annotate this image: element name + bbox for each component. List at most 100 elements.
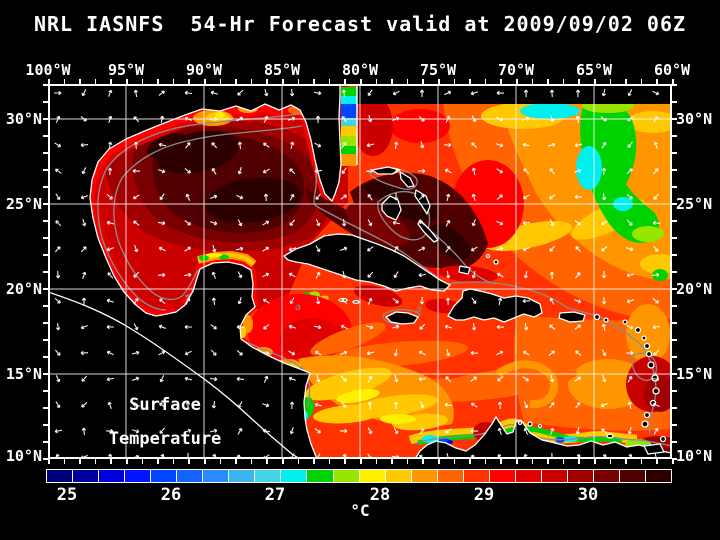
- vector-arrow-icon: [314, 428, 321, 434]
- axis-minor-tick: [344, 459, 346, 464]
- vector-arrow-icon: [236, 194, 244, 200]
- vector-arrow-icon: [54, 90, 62, 96]
- colorbar-segment: [359, 470, 385, 482]
- vector-arrow-icon: [81, 402, 88, 408]
- vector-arrow-icon: [289, 88, 295, 97]
- vector-arrow-icon: [262, 220, 270, 226]
- vector-arrow-icon: [108, 141, 113, 150]
- vector-arrow-icon: [574, 220, 581, 226]
- colorbar-tick-label: 30: [577, 485, 599, 505]
- lesser-antilles: [641, 420, 649, 428]
- axis-minor-tick: [43, 186, 48, 188]
- vector-arrow-icon: [211, 297, 217, 306]
- vector-arrow-icon: [601, 323, 606, 332]
- lesser-antilles: [643, 342, 651, 350]
- axis-minor-tick: [43, 288, 48, 290]
- lon-tick-label: 80°W: [341, 61, 379, 79]
- vector-arrow-icon: [445, 428, 452, 434]
- vector-arrow-icon: [236, 376, 245, 382]
- axis-minor-tick: [344, 79, 346, 84]
- vector-arrow-icon: [341, 401, 347, 408]
- axis-minor-tick: [313, 459, 315, 464]
- vector-arrow-icon: [212, 245, 217, 253]
- vector-arrow-icon: [341, 142, 347, 149]
- colorbar-segment: [333, 470, 359, 482]
- axis-minor-tick: [282, 459, 284, 464]
- vector-arrow-icon: [81, 297, 87, 306]
- vector-arrow-icon: [600, 116, 607, 122]
- vector-arrow-icon: [80, 195, 88, 200]
- vector-arrow-icon: [159, 402, 166, 408]
- vector-arrow-icon: [54, 297, 61, 304]
- vector-arrow-icon: [471, 271, 476, 279]
- colorbar-segment: [255, 470, 281, 482]
- axis-minor-tick: [656, 79, 658, 84]
- vector-arrow-icon: [133, 271, 140, 278]
- vector-arrow-icon: [316, 296, 321, 305]
- vector-arrow-icon: [627, 141, 633, 148]
- vector-arrow-icon: [158, 142, 167, 147]
- axis-minor-tick: [672, 373, 677, 375]
- vector-arrow-icon: [653, 116, 659, 123]
- lat-tick-label: 10°N: [676, 447, 713, 465]
- vector-arrow-icon: [574, 376, 582, 382]
- vector-arrow-icon: [341, 116, 347, 123]
- lon-tick-label: 90°W: [185, 61, 223, 79]
- overlay-label-line2: Temperature: [109, 429, 222, 449]
- axis-minor-tick: [188, 79, 190, 84]
- axis-minor-tick: [328, 459, 331, 464]
- vector-arrow-icon: [393, 141, 399, 150]
- cuba: [283, 233, 451, 292]
- vector-arrow-icon: [261, 350, 270, 356]
- vector-arrow-icon: [574, 143, 583, 148]
- axis-minor-tick: [79, 79, 81, 84]
- lesser-antilles: [645, 350, 653, 358]
- axis-minor-tick: [375, 79, 378, 84]
- vector-arrow-icon: [367, 427, 373, 435]
- vector-arrow-icon: [550, 115, 555, 123]
- vector-arrow-icon: [496, 90, 505, 96]
- vector-arrow-icon: [263, 193, 269, 202]
- bahamas: [414, 189, 431, 215]
- vector-arrow-icon: [496, 168, 504, 174]
- vector-arrow-icon: [185, 193, 191, 201]
- vector-arrow-icon: [420, 141, 425, 149]
- axis-minor-tick: [79, 459, 81, 464]
- vector-arrow-icon: [625, 350, 634, 356]
- vector-arrow-icon: [133, 323, 139, 331]
- vector-arrow-icon: [55, 115, 61, 123]
- vector-arrow-icon: [158, 246, 166, 252]
- vector-arrow-icon: [496, 143, 504, 148]
- vector-arrow-icon: [237, 167, 242, 175]
- vector-arrow-icon: [211, 142, 218, 149]
- axis-minor-tick: [250, 459, 253, 464]
- vector-arrow-icon: [653, 193, 660, 200]
- vector-arrow-icon: [81, 427, 87, 436]
- vector-arrow-icon: [652, 325, 661, 330]
- lat-tick-label: 10°N: [5, 447, 42, 465]
- lon-tick-label: 100°W: [25, 61, 71, 79]
- contour-label-a: a: [295, 302, 301, 313]
- axis-minor-tick: [438, 79, 440, 84]
- vector-arrow-icon: [496, 220, 504, 226]
- vector-arrow-icon: [236, 116, 244, 122]
- vector-arrow-icon: [368, 115, 373, 123]
- vector-arrow-icon: [444, 402, 453, 408]
- vector-arrow-icon: [236, 349, 243, 356]
- vector-arrow-icon: [522, 220, 531, 226]
- colorbar-segment: [73, 470, 99, 482]
- axis-minor-tick: [547, 79, 549, 84]
- vector-arrow-icon: [185, 401, 191, 410]
- vector-arrow-icon: [367, 271, 374, 278]
- contour-label-a: a: [416, 304, 422, 315]
- vector-arrow-icon: [54, 429, 63, 434]
- vector-arrow-icon: [575, 89, 581, 98]
- axis-minor-tick: [609, 79, 612, 84]
- vector-arrow-icon: [522, 376, 530, 382]
- axis-minor-tick: [43, 152, 48, 154]
- vector-arrow-icon: [627, 375, 633, 383]
- vector-arrow-icon: [55, 322, 61, 331]
- vector-arrow-icon: [651, 376, 660, 382]
- axis-minor-tick: [672, 288, 677, 290]
- vector-arrow-icon: [184, 428, 192, 433]
